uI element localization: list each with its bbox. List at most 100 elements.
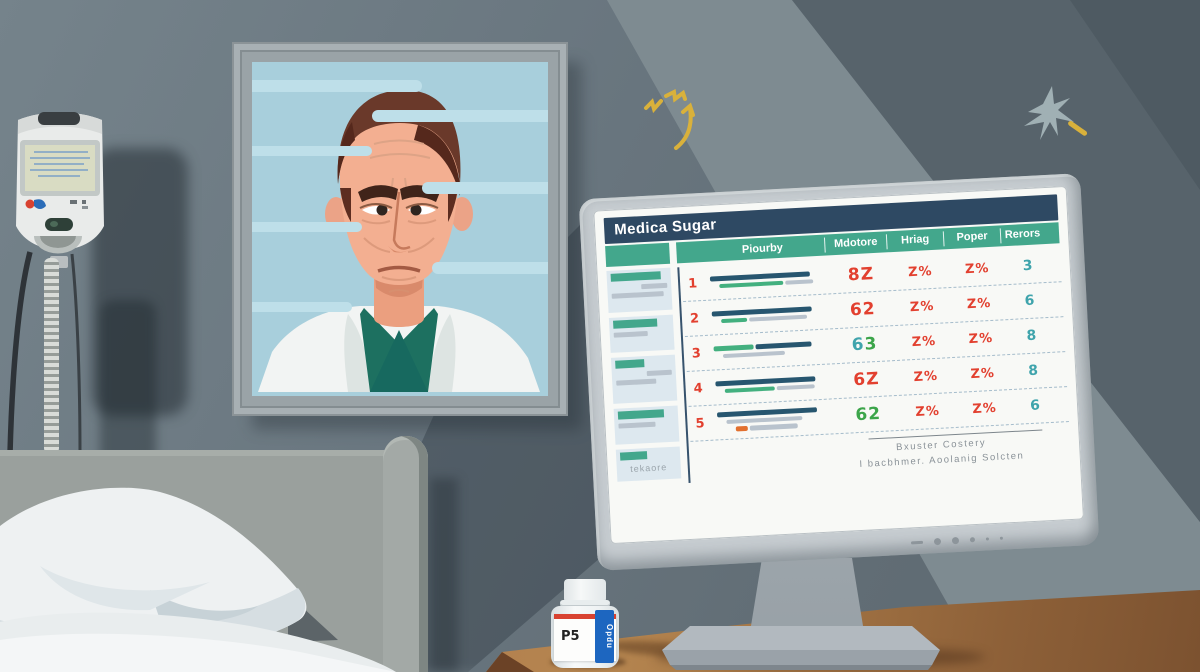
row-number: 3 — [691, 345, 702, 362]
table-rows: 1 8Z Z% Z% 3 2 62 Z% Z% 6 3 63 Z% Z% 8 4 6Z Z% Z% 8 5 62 Z% Z% 6 — [681, 247, 1069, 442]
label-blue-panel: Opdu — [595, 610, 614, 663]
row-value: 6Z — [852, 368, 881, 391]
device-cable-thin — [70, 253, 82, 455]
card-label: tekaore — [630, 462, 668, 475]
card-text-line — [616, 378, 657, 386]
device-logo — [25, 199, 35, 209]
bar-segment-green — [721, 317, 748, 324]
bed-headboard-post — [383, 436, 428, 672]
row-pct1: Z% — [913, 368, 939, 385]
row-value: 62 — [854, 403, 882, 426]
card-header-bar — [615, 359, 645, 369]
blanket — [0, 612, 396, 672]
bottle-label: P5 Opdu — [554, 610, 616, 663]
device-cable — [7, 251, 33, 455]
row-value: 8Z — [847, 264, 875, 286]
sidebar-cards: tekaore — [606, 267, 682, 487]
bar-segment-navy — [755, 341, 812, 349]
bedpost-shadow — [430, 478, 458, 672]
portrait-illustration — [252, 62, 548, 396]
row-pct1: Z% — [915, 403, 941, 420]
bar-segment-green — [724, 385, 775, 393]
row-pct1: Z% — [911, 333, 937, 350]
bezel-button[interactable] — [985, 537, 990, 541]
row-count: 8 — [1027, 362, 1039, 380]
bar-segment-gray — [785, 278, 814, 285]
bottle-cap-brim — [560, 600, 610, 607]
row-pct2: Z% — [971, 400, 998, 417]
card-text-line — [613, 330, 648, 338]
card-header-bar — [619, 451, 648, 461]
bar-segment-gray — [776, 383, 815, 391]
sidebar-card[interactable] — [610, 354, 678, 404]
device-shadow — [92, 148, 188, 416]
column-header-rerors[interactable]: Rerors — [999, 226, 1045, 244]
bar-segment-gray — [749, 314, 808, 322]
column-spacer — [677, 252, 701, 253]
row-pct2: Z% — [966, 295, 992, 312]
sidebar-card[interactable] — [606, 267, 673, 313]
label-red-stripe — [554, 614, 616, 619]
row-bars — [710, 340, 834, 359]
sidebar-header-block — [605, 242, 671, 268]
column-header-piourby[interactable]: Piourby — [741, 241, 784, 256]
row-number: 1 — [687, 275, 698, 292]
device-cable-shadow — [100, 300, 156, 470]
card-text-line — [641, 282, 668, 290]
bar-segment-gray — [749, 423, 798, 431]
device-button — [45, 218, 73, 231]
sidebar-card[interactable] — [608, 314, 675, 353]
portrait-man — [258, 89, 540, 392]
row-number: 4 — [693, 380, 704, 397]
row-count: 6 — [1024, 292, 1035, 310]
card-header-bar — [610, 271, 662, 282]
row-number: 5 — [695, 415, 705, 432]
sidebar-card[interactable] — [613, 405, 680, 445]
card-header-bar — [613, 318, 658, 329]
row-count: 6 — [1029, 397, 1041, 415]
bezel-button[interactable] — [969, 537, 976, 543]
portrait-frame — [232, 42, 568, 416]
card-header-bar — [617, 409, 665, 420]
pill-bottle: P5 Opdu — [549, 579, 621, 669]
row-value: 63 — [851, 333, 878, 356]
label-text: P5 — [561, 629, 580, 644]
bottle-cap — [564, 579, 606, 603]
monitor-bezel-buttons — [910, 535, 1003, 547]
column-header-hriag[interactable]: Hriag — [885, 231, 944, 250]
row-bars — [708, 305, 832, 324]
column-header-mdotore[interactable]: Mdotore — [823, 234, 887, 253]
data-table: 1 8Z Z% Z% 3 2 62 Z% Z% 6 3 63 Z% Z% 8 4 6Z Z% Z% 8 5 62 Z% Z% 6… — [677, 247, 1072, 484]
row-bars — [711, 375, 835, 393]
bezel-button[interactable] — [951, 536, 960, 545]
row-bars — [706, 270, 830, 289]
row-pct2: Z% — [970, 365, 996, 382]
device-coiled-tube — [44, 258, 59, 454]
bar-segment-gray — [722, 350, 786, 359]
bezel-button[interactable] — [999, 536, 1003, 540]
row-number: 2 — [689, 310, 700, 327]
monitor: Medica Sugar Piourby Mdotore Hriag Poper Rer… — [578, 173, 1100, 571]
row-count: 3 — [1022, 257, 1033, 275]
card-text-line — [647, 369, 672, 377]
bezel-button[interactable] — [933, 537, 942, 546]
card-text-line — [611, 291, 664, 299]
row-pct1: Z% — [909, 298, 935, 315]
column-header-poper[interactable]: Poper — [942, 228, 1001, 247]
bar-segment-green — [719, 280, 784, 289]
row-pct2: Z% — [968, 330, 994, 347]
dashboard-screen: Medica Sugar Piourby Mdotore Hriag Poper Rer… — [593, 185, 1085, 545]
bezel-button[interactable] — [910, 540, 924, 545]
row-pct2: Z% — [964, 260, 990, 277]
row-value: 62 — [849, 299, 877, 321]
sidebar-card[interactable]: tekaore — [615, 446, 682, 482]
card-text-line — [618, 421, 656, 429]
yellow-doodle-arrow — [644, 88, 695, 150]
bar-segment-green — [713, 344, 754, 352]
bar-segment-orange — [735, 426, 748, 432]
row-pct1: Z% — [907, 263, 933, 280]
